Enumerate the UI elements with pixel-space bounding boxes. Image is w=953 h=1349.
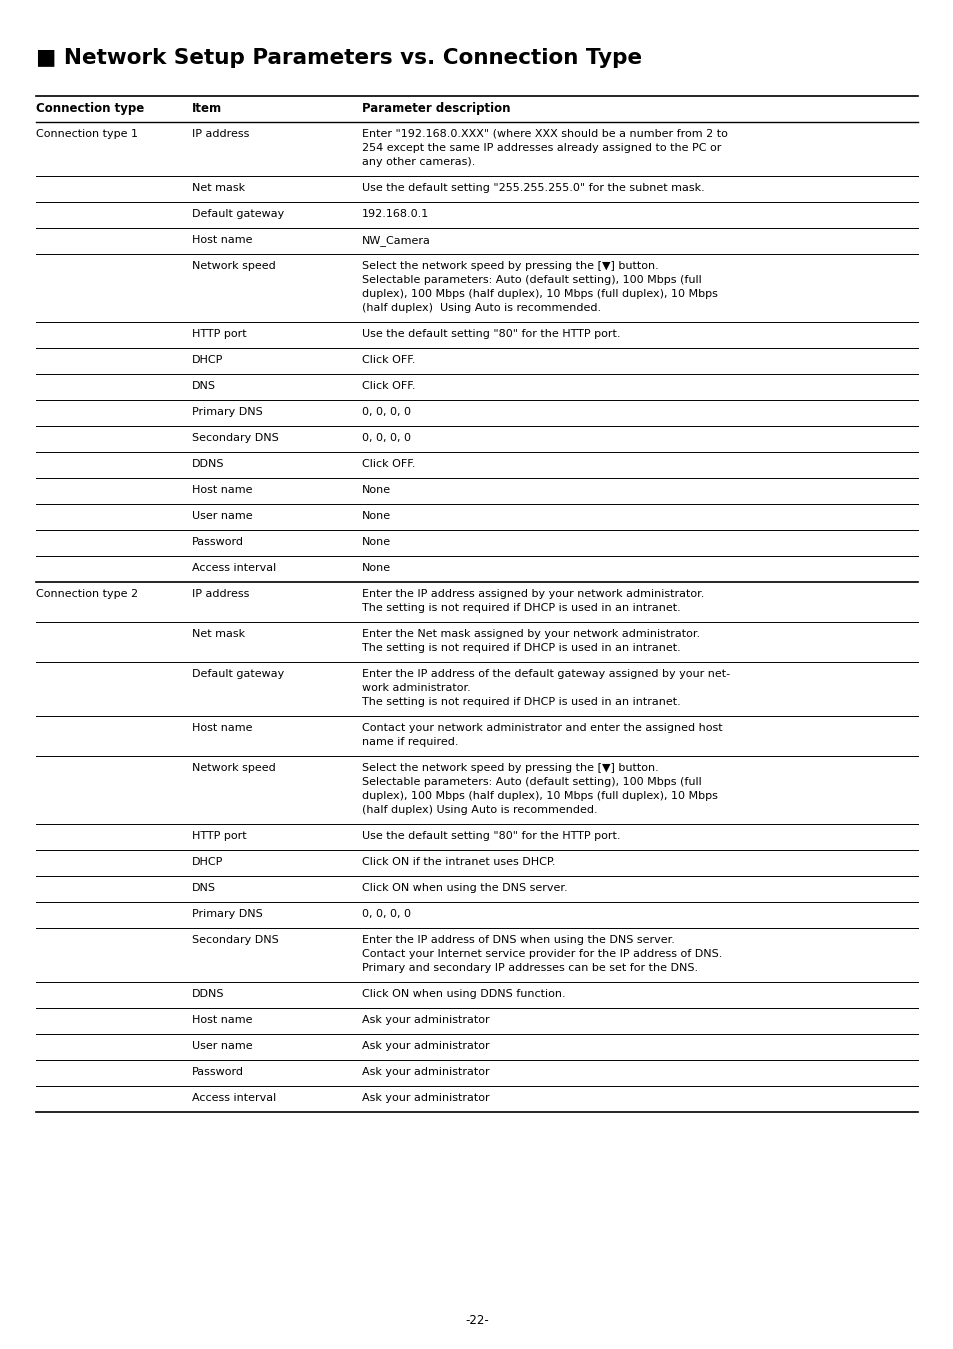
Text: Use the default setting "255.255.255.0" for the subnet mask.: Use the default setting "255.255.255.0" … <box>361 183 704 193</box>
Text: Use the default setting "80" for the HTTP port.: Use the default setting "80" for the HTT… <box>361 329 619 339</box>
Text: Ask your administrator: Ask your administrator <box>361 1041 489 1051</box>
Text: Host name: Host name <box>192 486 253 495</box>
Text: Primary and secondary IP addresses can be set for the DNS.: Primary and secondary IP addresses can b… <box>361 963 698 973</box>
Text: Selectable parameters: Auto (default setting), 100 Mbps (full: Selectable parameters: Auto (default set… <box>361 275 701 285</box>
Text: DHCP: DHCP <box>192 355 223 366</box>
Text: Access interval: Access interval <box>192 1093 276 1103</box>
Text: Host name: Host name <box>192 723 253 733</box>
Text: name if required.: name if required. <box>361 737 458 747</box>
Text: Network speed: Network speed <box>192 764 275 773</box>
Text: duplex), 100 Mbps (half duplex), 10 Mbps (full duplex), 10 Mbps: duplex), 100 Mbps (half duplex), 10 Mbps… <box>361 289 717 299</box>
Text: Access interval: Access interval <box>192 563 276 573</box>
Text: Ask your administrator: Ask your administrator <box>361 1014 489 1025</box>
Text: Item: Item <box>192 103 222 115</box>
Text: 0, 0, 0, 0: 0, 0, 0, 0 <box>361 909 411 919</box>
Text: Primary DNS: Primary DNS <box>192 909 262 919</box>
Text: The setting is not required if DHCP is used in an intranet.: The setting is not required if DHCP is u… <box>361 603 680 612</box>
Text: Use the default setting "80" for the HTTP port.: Use the default setting "80" for the HTT… <box>361 831 619 840</box>
Text: Click OFF.: Click OFF. <box>361 459 416 469</box>
Text: User name: User name <box>192 511 253 521</box>
Text: HTTP port: HTTP port <box>192 329 247 339</box>
Text: Contact your network administrator and enter the assigned host: Contact your network administrator and e… <box>361 723 721 733</box>
Text: Click ON when using the DNS server.: Click ON when using the DNS server. <box>361 884 567 893</box>
Text: The setting is not required if DHCP is used in an intranet.: The setting is not required if DHCP is u… <box>361 643 680 653</box>
Text: 192.168.0.1: 192.168.0.1 <box>361 209 429 219</box>
Text: Click ON if the intranet uses DHCP.: Click ON if the intranet uses DHCP. <box>361 857 555 867</box>
Text: None: None <box>361 486 391 495</box>
Text: Click ON when using DDNS function.: Click ON when using DDNS function. <box>361 989 565 1000</box>
Text: Selectable parameters: Auto (default setting), 100 Mbps (full: Selectable parameters: Auto (default set… <box>361 777 701 786</box>
Text: Network speed: Network speed <box>192 260 275 271</box>
Text: The setting is not required if DHCP is used in an intranet.: The setting is not required if DHCP is u… <box>361 697 680 707</box>
Text: IP address: IP address <box>192 590 249 599</box>
Text: Click OFF.: Click OFF. <box>361 355 416 366</box>
Text: Click OFF.: Click OFF. <box>361 380 416 391</box>
Text: Password: Password <box>192 1067 244 1077</box>
Text: NW_Camera: NW_Camera <box>361 235 431 246</box>
Text: 0, 0, 0, 0: 0, 0, 0, 0 <box>361 433 411 442</box>
Text: HTTP port: HTTP port <box>192 831 247 840</box>
Text: Enter "192.168.0.XXX" (where XXX should be a number from 2 to: Enter "192.168.0.XXX" (where XXX should … <box>361 130 727 139</box>
Text: None: None <box>361 511 391 521</box>
Text: Default gateway: Default gateway <box>192 209 284 219</box>
Text: -22-: -22- <box>465 1314 488 1327</box>
Text: Default gateway: Default gateway <box>192 669 284 679</box>
Text: Enter the Net mask assigned by your network administrator.: Enter the Net mask assigned by your netw… <box>361 629 700 639</box>
Text: ■ Network Setup Parameters vs. Connection Type: ■ Network Setup Parameters vs. Connectio… <box>36 49 641 67</box>
Text: DHCP: DHCP <box>192 857 223 867</box>
Text: DDNS: DDNS <box>192 989 224 1000</box>
Text: DNS: DNS <box>192 380 215 391</box>
Text: Net mask: Net mask <box>192 183 245 193</box>
Text: Net mask: Net mask <box>192 629 245 639</box>
Text: Password: Password <box>192 537 244 546</box>
Text: Parameter description: Parameter description <box>361 103 510 115</box>
Text: Host name: Host name <box>192 1014 253 1025</box>
Text: Select the network speed by pressing the [▼] button.: Select the network speed by pressing the… <box>361 260 659 271</box>
Text: Connection type 1: Connection type 1 <box>36 130 138 139</box>
Text: Ask your administrator: Ask your administrator <box>361 1093 489 1103</box>
Text: Primary DNS: Primary DNS <box>192 407 262 417</box>
Text: User name: User name <box>192 1041 253 1051</box>
Text: DNS: DNS <box>192 884 215 893</box>
Text: 0, 0, 0, 0: 0, 0, 0, 0 <box>361 407 411 417</box>
Text: 254 except the same IP addresses already assigned to the PC or: 254 except the same IP addresses already… <box>361 143 720 152</box>
Text: IP address: IP address <box>192 130 249 139</box>
Text: duplex), 100 Mbps (half duplex), 10 Mbps (full duplex), 10 Mbps: duplex), 100 Mbps (half duplex), 10 Mbps… <box>361 791 717 801</box>
Text: Enter the IP address of DNS when using the DNS server.: Enter the IP address of DNS when using t… <box>361 935 674 946</box>
Text: Secondary DNS: Secondary DNS <box>192 433 278 442</box>
Text: Select the network speed by pressing the [▼] button.: Select the network speed by pressing the… <box>361 764 659 773</box>
Text: None: None <box>361 537 391 546</box>
Text: (half duplex)  Using Auto is recommended.: (half duplex) Using Auto is recommended. <box>361 304 600 313</box>
Text: Host name: Host name <box>192 235 253 246</box>
Text: DDNS: DDNS <box>192 459 224 469</box>
Text: Contact your Internet service provider for the IP address of DNS.: Contact your Internet service provider f… <box>361 948 721 959</box>
Text: Ask your administrator: Ask your administrator <box>361 1067 489 1077</box>
Text: (half duplex) Using Auto is recommended.: (half duplex) Using Auto is recommended. <box>361 805 597 815</box>
Text: None: None <box>361 563 391 573</box>
Text: Connection type 2: Connection type 2 <box>36 590 138 599</box>
Text: Enter the IP address assigned by your network administrator.: Enter the IP address assigned by your ne… <box>361 590 703 599</box>
Text: Enter the IP address of the default gateway assigned by your net-: Enter the IP address of the default gate… <box>361 669 729 679</box>
Text: Connection type: Connection type <box>36 103 144 115</box>
Text: work administrator.: work administrator. <box>361 683 470 693</box>
Text: any other cameras).: any other cameras). <box>361 156 475 167</box>
Text: Secondary DNS: Secondary DNS <box>192 935 278 946</box>
